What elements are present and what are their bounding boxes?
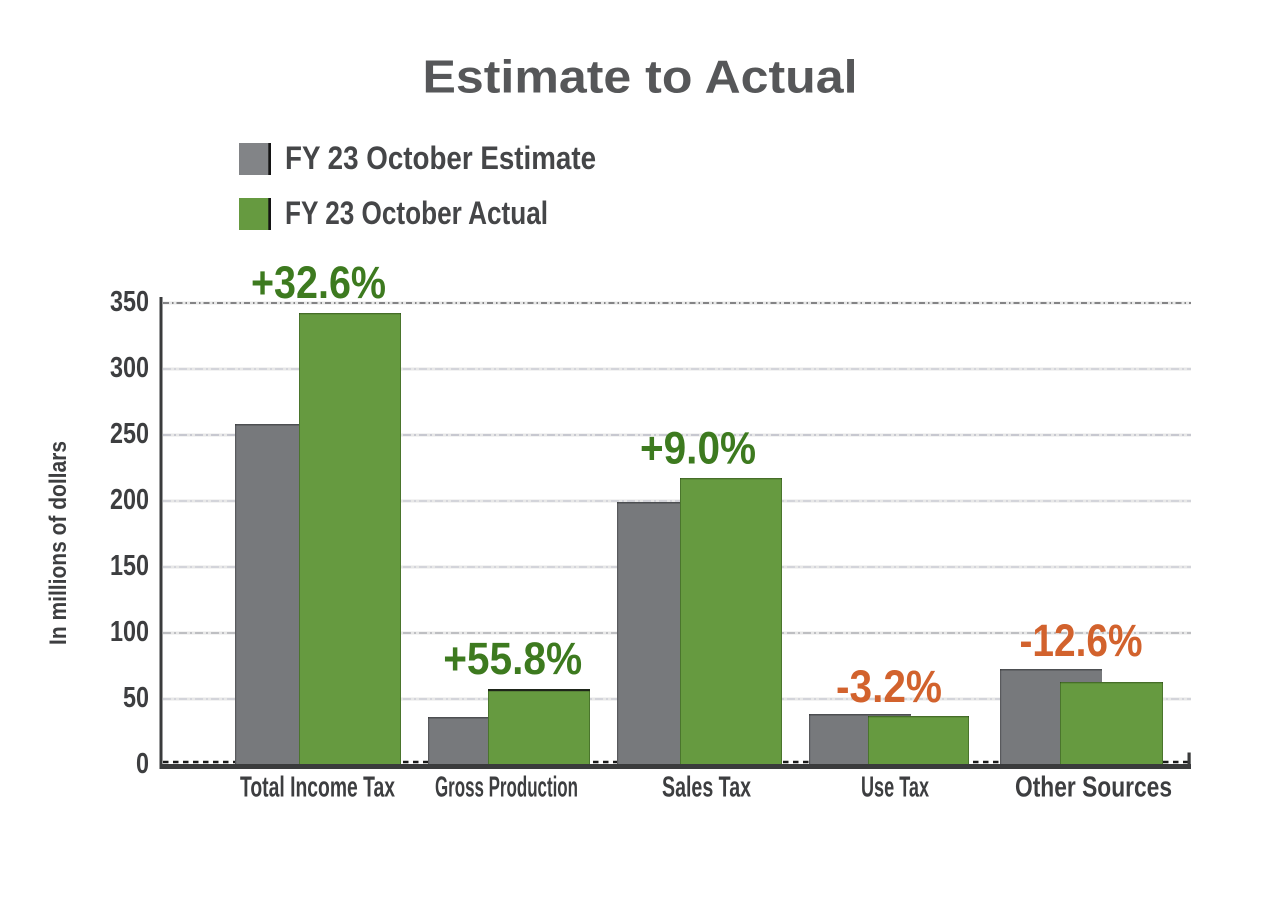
svg-text:Estimate to Actual: Estimate to Actual [423, 51, 858, 103]
svg-text:In millions of dollars: In millions of dollars [45, 441, 72, 645]
svg-text:+55.8%: +55.8% [443, 633, 582, 684]
svg-text:Sales Tax: Sales Tax [662, 772, 751, 804]
svg-text:100: 100 [110, 616, 149, 648]
svg-text:350: 350 [110, 286, 149, 318]
svg-text:200: 200 [110, 484, 149, 516]
svg-text:50: 50 [123, 682, 149, 714]
svg-text:Other Sources: Other Sources [1015, 772, 1172, 804]
svg-text:-3.2%: -3.2% [836, 661, 942, 712]
svg-text:150: 150 [110, 550, 149, 582]
svg-text:300: 300 [110, 352, 149, 384]
svg-text:-12.6%: -12.6% [1020, 615, 1143, 666]
svg-text:FY 23 October Actual: FY 23 October Actual [285, 195, 548, 231]
svg-text:+9.0%: +9.0% [640, 423, 756, 474]
svg-text:+32.6%: +32.6% [251, 257, 386, 308]
svg-text:250: 250 [110, 418, 149, 450]
svg-text:Use Tax: Use Tax [861, 772, 929, 804]
svg-text:Total Income Tax: Total Income Tax [240, 772, 395, 804]
svg-text:0: 0 [136, 748, 149, 780]
svg-text:Gross Production: Gross Production [435, 772, 578, 804]
svg-text:FY 23 October Estimate: FY 23 October Estimate [285, 140, 596, 176]
